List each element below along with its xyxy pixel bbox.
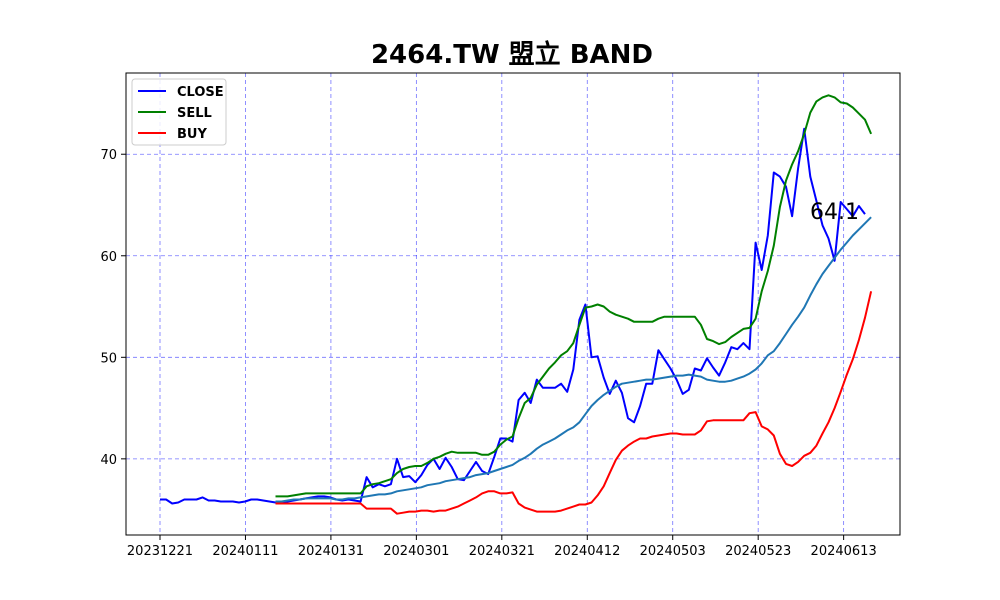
last-value-annotation: 64.1 xyxy=(810,200,859,225)
x-tick-label: 20240412 xyxy=(554,544,620,559)
plot-frame xyxy=(125,72,901,536)
sell-series-line xyxy=(275,94,873,498)
x-tick-label: 20240321 xyxy=(469,544,535,559)
x-tick-label: 20240613 xyxy=(811,544,877,559)
x-tick-label: 20231221 xyxy=(127,544,193,559)
legend-label: BUY xyxy=(177,127,207,142)
x-tick-label: 20240523 xyxy=(725,544,791,559)
legend-label: SELL xyxy=(177,106,212,121)
x-tick-label: 20240301 xyxy=(383,544,449,559)
legend-label: CLOSE xyxy=(177,85,224,100)
y-tick-label: 50 xyxy=(100,351,117,366)
grid xyxy=(126,73,900,535)
y-tick-label: 40 xyxy=(100,453,117,468)
y-tick-label: 70 xyxy=(100,148,117,163)
legend: CLOSE SELL BUY xyxy=(131,78,227,146)
chart-title: 2464.TW 盟立 BAND xyxy=(371,39,653,70)
x-tick-label: 20240111 xyxy=(212,544,278,559)
ma-series-line xyxy=(275,216,872,503)
y-tick-label: 60 xyxy=(100,250,117,265)
x-tick-label: 20240503 xyxy=(640,544,706,559)
x-tick-label: 20240131 xyxy=(298,544,364,559)
legend-box xyxy=(131,78,227,146)
series-lines xyxy=(160,94,873,515)
buy-series-line xyxy=(275,291,873,515)
axis-ticks: 20231221 20240111 20240131 20240301 20240321… xyxy=(100,148,876,559)
close-series-line xyxy=(160,127,866,505)
